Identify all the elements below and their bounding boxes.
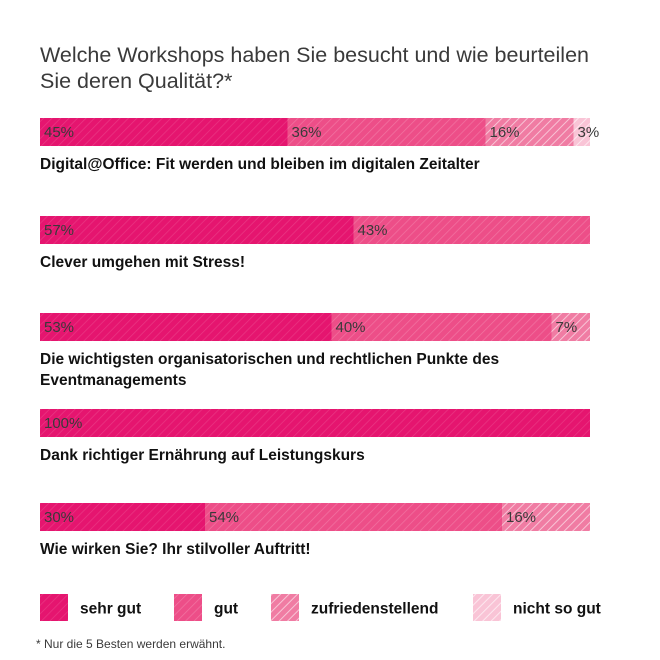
legend: sehr gut gut zufriedenstellend nicht so gut <box>40 594 601 621</box>
legend-swatch-zufriedenstellend <box>271 594 299 621</box>
bars-layer: 45% 36% 16% 3% Digital@Office: Fit werden un… <box>40 118 599 558</box>
bar-segment-nicht_so_gut <box>573 118 590 146</box>
bar-segment-sehr_gut <box>40 118 288 146</box>
bar-value-label: 43% <box>358 222 388 239</box>
legend-swatch-gut <box>174 594 202 621</box>
legend-swatch-sehr_gut <box>40 594 68 621</box>
bar-value-label: 30% <box>44 509 74 526</box>
legend-item: sehr gut <box>40 594 141 621</box>
legend-swatch-nicht_so_gut <box>473 594 501 621</box>
bar-row: 45% 36% 16% 3% Digital@Office: Fit werden un… <box>40 118 599 173</box>
bar-segment-zufriedenstellend <box>485 118 574 146</box>
legend-label: gut <box>214 601 238 618</box>
category-label: Wie wirken Sie? Ihr stilvoller Auftritt! <box>40 541 311 558</box>
bar-segment-gut <box>287 118 486 146</box>
bar-segment-sehr_gut <box>40 216 354 244</box>
bar-value-label: 16% <box>506 509 536 526</box>
bar-row: 53% 40% 7% Die wichtigsten organisatorische… <box>40 313 590 389</box>
bar-value-label: 7% <box>556 319 578 336</box>
bar-value-label: 53% <box>44 319 74 336</box>
bar-segment-gut <box>353 216 590 244</box>
legend-label: sehr gut <box>80 601 141 618</box>
bar-value-label: 16% <box>490 124 520 141</box>
bar-value-label: 57% <box>44 222 74 239</box>
category-label: Digital@Office: Fit werden und bleiben i… <box>40 156 480 173</box>
bar-row: 100% Dank richtiger Ernährung auf Leistun… <box>40 409 590 464</box>
bar-segment-zufriedenstellend <box>551 313 590 341</box>
legend-label: zufriedenstellend <box>311 601 438 618</box>
bar-segment-gut <box>205 503 502 531</box>
legend-item: gut <box>174 594 238 621</box>
bar-value-label: 36% <box>292 124 322 141</box>
bar-value-label: 40% <box>336 319 366 336</box>
legend-item: nicht so gut <box>473 594 601 621</box>
bar-segment-zufriedenstellend <box>502 503 590 531</box>
legend-label: nicht so gut <box>513 601 601 618</box>
bar-segment-sehr_gut <box>40 503 205 531</box>
footnote: * Nur die 5 Besten werden erwähnt. <box>36 637 226 651</box>
category-label: Clever umgehen mit Stress! <box>40 254 245 271</box>
bar-segment-gut <box>331 313 552 341</box>
bar-value-label: 54% <box>209 509 239 526</box>
chart-title: Welche Workshops haben Sie besucht und w… <box>40 43 589 93</box>
bar-value-label: 3% <box>578 124 600 141</box>
bar-row: 57% 43% Clever umgehen mit Stress! <box>40 216 590 271</box>
category-label: Die wichtigsten organisatorischen und re… <box>40 351 499 368</box>
bar-segment-sehr_gut <box>40 409 590 437</box>
category-label: Eventmanagements <box>40 372 186 389</box>
bar-value-label: 45% <box>44 124 74 141</box>
bar-row: 30% 54% 16% Wie wirken Sie? Ihr stilvoller … <box>40 503 590 558</box>
bar-segment-sehr_gut <box>40 313 332 341</box>
legend-item: zufriedenstellend <box>271 594 438 621</box>
category-label: Dank richtiger Ernährung auf Leistungsku… <box>40 447 365 464</box>
bar-value-label: 100% <box>44 415 82 432</box>
